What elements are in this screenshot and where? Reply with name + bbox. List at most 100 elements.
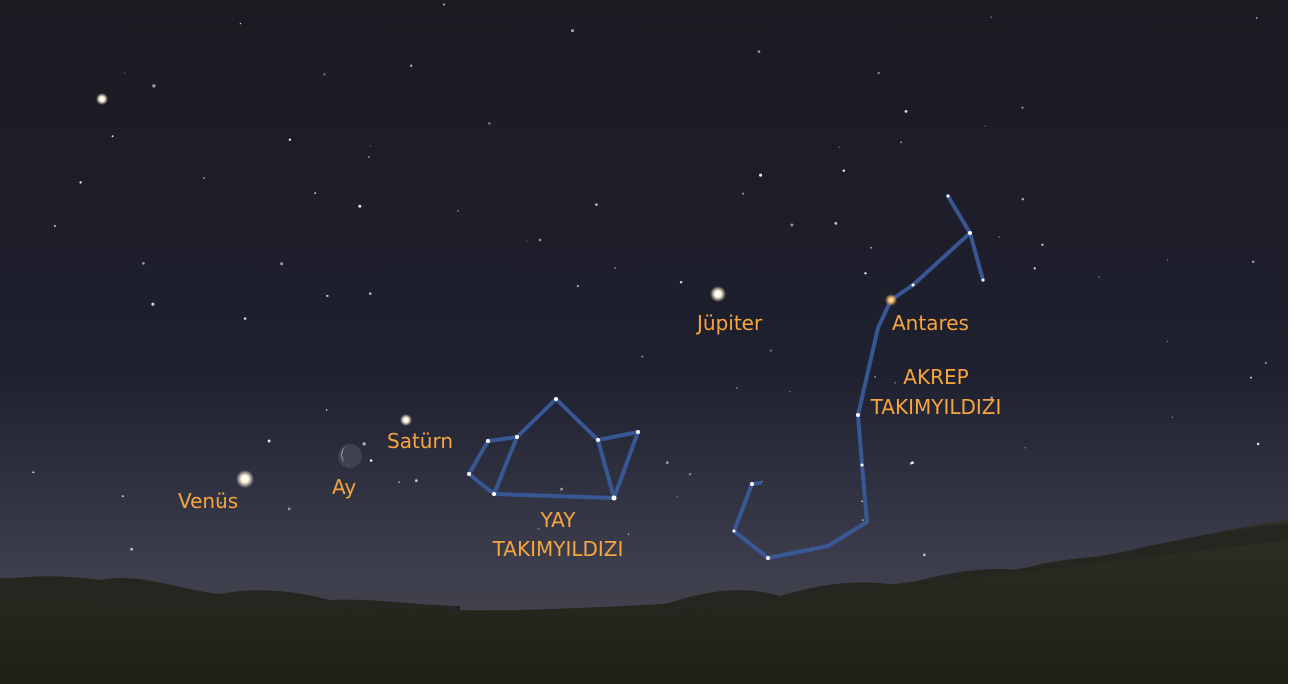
star: [839, 147, 840, 148]
star: [560, 488, 563, 491]
star: [370, 146, 371, 147]
star: [911, 461, 914, 464]
star: [733, 530, 736, 533]
star: [1172, 417, 1173, 418]
star: [124, 73, 125, 74]
star: [982, 279, 985, 282]
star: [758, 50, 761, 53]
star: [1167, 259, 1168, 260]
star: [571, 29, 574, 32]
star: [515, 435, 519, 439]
star: [152, 84, 155, 87]
star: [894, 382, 896, 384]
star: [766, 556, 770, 560]
star: [577, 285, 579, 287]
star: [398, 481, 400, 483]
star: [900, 141, 902, 143]
star: [368, 156, 370, 158]
star: [326, 409, 328, 411]
star: [467, 472, 471, 476]
star: [280, 262, 283, 265]
star: [596, 438, 600, 442]
star: [289, 139, 291, 141]
star: [998, 236, 999, 237]
scorpius-label: TAKIMYILDIZI: [870, 395, 1002, 419]
star: [203, 177, 205, 179]
star: [370, 459, 373, 462]
star: [268, 440, 271, 443]
star: [1025, 447, 1027, 449]
star: [358, 205, 361, 208]
star: [923, 554, 926, 557]
star: [856, 413, 860, 417]
antares-dot: [885, 294, 897, 306]
star: [636, 430, 640, 434]
saturn-label: Satürn: [387, 429, 453, 453]
jupiter-dot: [710, 286, 726, 302]
star: [680, 281, 683, 284]
star: [742, 193, 744, 195]
star: [947, 195, 950, 198]
saturn-dot: [400, 414, 412, 426]
star: [369, 292, 372, 295]
jupiter-label: Jüpiter: [695, 311, 763, 335]
star: [870, 247, 872, 249]
venus-label: Venüs: [178, 489, 238, 513]
star: [985, 126, 986, 127]
star: [1257, 443, 1260, 446]
star: [457, 210, 459, 212]
star: [862, 519, 864, 521]
star: [750, 482, 754, 486]
sagittarius-label: TAKIMYILDIZI: [492, 537, 624, 561]
star: [789, 391, 790, 392]
star: [790, 224, 793, 227]
star: [443, 3, 445, 5]
star: [736, 388, 737, 389]
star: [244, 317, 246, 319]
star: [32, 471, 34, 473]
page: Venüs Ay Satürn Jüpiter Antares AKREP TA…: [0, 0, 1296, 684]
star: [240, 23, 242, 25]
star: [1265, 362, 1267, 364]
star: [54, 225, 56, 227]
star: [410, 65, 412, 67]
star: [538, 528, 540, 530]
star: [122, 495, 124, 497]
star: [326, 295, 328, 297]
star: [666, 461, 669, 464]
star: [968, 231, 972, 235]
star: [595, 203, 598, 206]
star: [612, 496, 617, 501]
sagittarius-label: YAY: [539, 508, 576, 532]
star: [314, 192, 316, 194]
star: [759, 174, 762, 177]
star: [770, 349, 772, 351]
star: [1098, 276, 1100, 278]
star: [878, 72, 880, 74]
star: [539, 239, 542, 242]
star: [1022, 198, 1024, 200]
antares-label: Antares: [892, 311, 969, 335]
star: [363, 442, 366, 445]
star: [1034, 267, 1036, 269]
star: [323, 73, 325, 75]
star: [628, 534, 629, 535]
star: [492, 492, 496, 496]
star: [151, 303, 154, 306]
star: [874, 376, 875, 377]
star: [1021, 106, 1023, 108]
star: [1041, 244, 1043, 246]
star: [112, 135, 114, 137]
bright-star: [96, 93, 108, 105]
star: [834, 222, 837, 225]
scorpius-label: AKREP: [903, 365, 968, 389]
star: [554, 397, 558, 401]
star: [288, 508, 291, 511]
star: [912, 284, 915, 287]
star: [486, 439, 490, 443]
star: [142, 262, 145, 265]
star: [861, 464, 864, 467]
star: [488, 122, 491, 125]
star: [843, 170, 845, 172]
sky-view: Venüs Ay Satürn Jüpiter Antares AKREP TA…: [0, 0, 1288, 684]
